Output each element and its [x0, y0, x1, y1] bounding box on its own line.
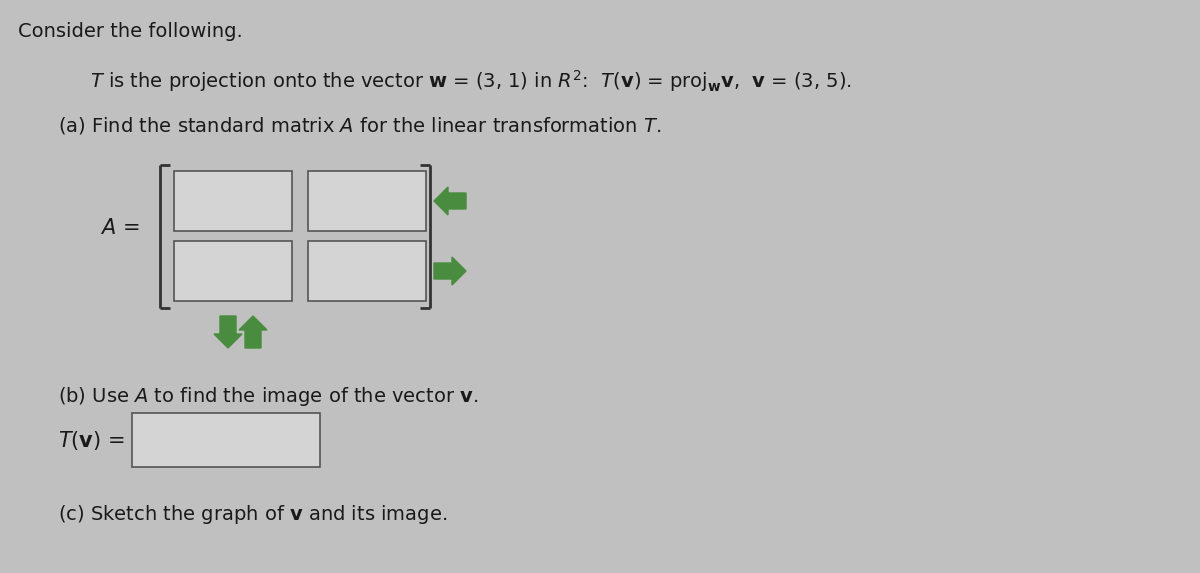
Bar: [174, 241, 292, 301]
Text: Consider the following.: Consider the following.: [18, 22, 242, 41]
Text: $A$ =: $A$ =: [100, 218, 139, 238]
Bar: [308, 171, 426, 231]
Bar: [174, 171, 292, 231]
Bar: [308, 241, 426, 301]
Bar: [132, 413, 320, 467]
Text: (c) Sketch the graph of $\mathbf{v}$ and its image.: (c) Sketch the graph of $\mathbf{v}$ and…: [58, 503, 448, 526]
Text: $T$ is the projection onto the vector $\mathbf{w}$ = (3, 1) in $R^2$:  $T(\mathb: $T$ is the projection onto the vector $\…: [90, 68, 852, 94]
Text: (a) Find the standard matrix $A$ for the linear transformation $T$.: (a) Find the standard matrix $A$ for the…: [58, 115, 661, 136]
Text: $T(\mathbf{v})$ =: $T(\mathbf{v})$ =: [58, 429, 125, 452]
Polygon shape: [434, 187, 466, 215]
Polygon shape: [239, 316, 266, 348]
Polygon shape: [434, 257, 466, 285]
Text: (b) Use $A$ to find the image of the vector $\mathbf{v}$.: (b) Use $A$ to find the image of the vec…: [58, 385, 478, 408]
Polygon shape: [214, 316, 242, 348]
